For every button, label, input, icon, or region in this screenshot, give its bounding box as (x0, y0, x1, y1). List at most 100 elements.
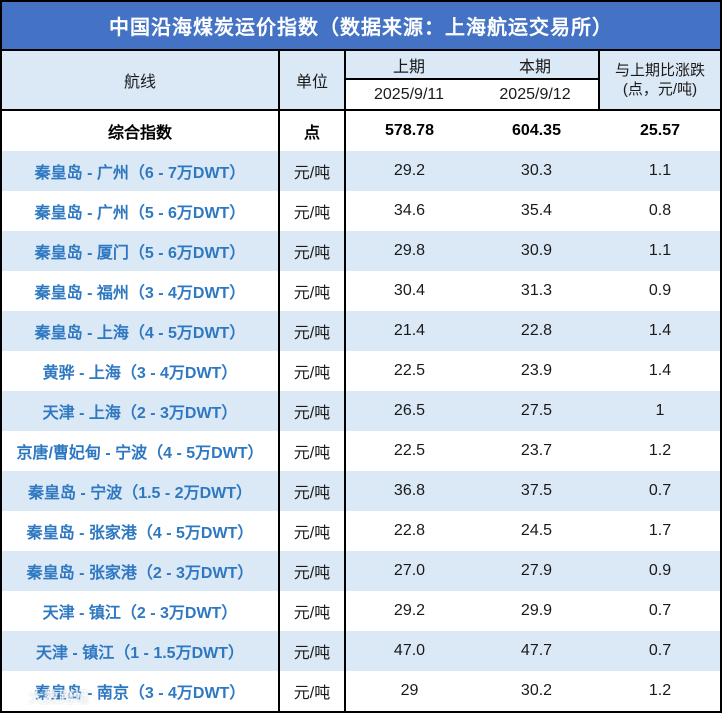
route-cell: 天津 - 上海（2 - 3万DWT） (2, 391, 280, 431)
table-row: 秦皇岛 - 宁波（1.5 - 2万DWT） 元/吨 36.8 37.5 0.7 (2, 471, 720, 511)
header-route: 航线 (2, 51, 280, 109)
route-cell: 秦皇岛 - 广州（5 - 6万DWT） (2, 191, 280, 231)
curr-value-cell: 23.9 (520, 362, 553, 379)
curr-value-cell: 27.9 (520, 562, 553, 579)
header-unit: 单位 (280, 51, 346, 109)
prev-value-cell: 29 (400, 682, 419, 699)
unit-cell: 元/吨 (280, 431, 346, 471)
curr-value-cell: 22.8 (520, 322, 553, 339)
unit-cell: 元/吨 (280, 591, 346, 631)
table-row: 秦皇岛 - 张家港（4 - 5万DWT） 元/吨 22.8 24.5 1.7 (2, 511, 720, 551)
table-row: 秦皇岛 - 上海（4 - 5万DWT） 元/吨 21.4 22.8 1.4 (2, 311, 720, 351)
table-header: 航线 单位 上期 本期 2025/9/11 2025/9/12 与上期比涨跌 (… (2, 51, 720, 111)
table-row: 秦皇岛 - 广州（6 - 7万DWT） 元/吨 29.2 30.3 1.1 (2, 151, 720, 191)
curr-value-cell: 27.5 (520, 402, 553, 419)
prev-value-cell: 36.8 (393, 482, 426, 499)
change-value-cell: 1.1 (648, 242, 672, 259)
route-cell: 秦皇岛 - 厦门（5 - 6万DWT） (2, 231, 280, 271)
curr-value-cell: 24.5 (520, 522, 553, 539)
header-change-line2: (点，元/吨) (622, 81, 698, 98)
curr-value-cell: 35.4 (520, 202, 553, 219)
header-period-group: 上期 本期 2025/9/11 2025/9/12 (346, 51, 600, 109)
prev-value-cell: 22.5 (393, 362, 426, 379)
table-row: 秦皇岛 - 南京（3 - 4万DWT） 元/吨 29 30.2 1.2 (2, 671, 720, 711)
unit-cell: 元/吨 (280, 351, 346, 391)
change-value-cell: 1.2 (648, 682, 672, 699)
curr-value-cell: 30.3 (520, 162, 553, 179)
unit-cell: 元/吨 (280, 631, 346, 671)
unit-cell: 元/吨 (280, 551, 346, 591)
change-value-cell: 0.7 (648, 602, 672, 619)
prev-value-cell: 47.0 (393, 642, 426, 659)
curr-value-cell: 31.3 (520, 282, 553, 299)
change-value-cell: 1 (655, 402, 665, 419)
table-title-text: 中国沿海煤炭运价指数（数据来源：上海航运交易所） (109, 17, 613, 39)
table-row: 秦皇岛 - 厦门（5 - 6万DWT） 元/吨 29.8 30.9 1.1 (2, 231, 720, 271)
change-value-cell: 1.2 (648, 442, 672, 459)
table-row: 天津 - 上海（2 - 3万DWT） 元/吨 26.5 27.5 1 (2, 391, 720, 431)
route-cell: 秦皇岛 - 张家港（4 - 5万DWT） (2, 511, 280, 551)
curr-value-cell: 604.35 (512, 122, 561, 139)
header-prev-period: 上期 (392, 58, 425, 76)
change-value-cell: 0.7 (648, 642, 672, 659)
curr-value-cell: 30.2 (520, 682, 553, 699)
route-cell: 秦皇岛 - 福州（3 - 4万DWT） (2, 271, 280, 311)
table-body: 综合指数点 578.78 604.35 25.57 秦皇岛 - 广州（6 - 7万DWT… (2, 111, 720, 711)
unit-cell: 点 (280, 111, 346, 151)
header-change-line1: 与上期比涨跌 (614, 61, 705, 79)
unit-cell: 元/吨 (280, 391, 346, 431)
route-cell: 黄骅 - 上海（3 - 4万DWT） (2, 351, 280, 391)
table-row: 京唐/曹妃甸 - 宁波（4 - 5万DWT） 元/吨 22.5 23.7 1.2 (2, 431, 720, 471)
header-period-dates: 2025/9/11 2025/9/12 (346, 80, 598, 109)
change-value-cell: 25.57 (639, 122, 681, 139)
curr-value-cell: 47.7 (520, 642, 553, 659)
prev-value-cell: 22.5 (393, 442, 426, 459)
prev-value-cell: 26.5 (393, 402, 426, 419)
route-cell: 秦皇岛 - 宁波（1.5 - 2万DWT） (2, 471, 280, 511)
curr-value-cell: 30.9 (520, 242, 553, 259)
prev-value-cell: 30.4 (393, 282, 426, 299)
unit-cell: 元/吨 (280, 271, 346, 311)
change-value-cell: 1.4 (648, 322, 672, 339)
curr-value-cell: 23.7 (520, 442, 553, 459)
header-curr-period: 本期 (518, 58, 551, 76)
change-value-cell: 1.1 (648, 162, 672, 179)
change-value-cell: 1.4 (648, 362, 672, 379)
change-value-cell: 0.9 (648, 562, 672, 579)
prev-value-cell: 21.4 (393, 322, 426, 339)
unit-cell: 元/吨 (280, 231, 346, 271)
change-value-cell: 0.8 (648, 202, 672, 219)
unit-cell: 元/吨 (280, 471, 346, 511)
route-cell: 综合指数 (2, 111, 280, 151)
route-cell: 京唐/曹妃甸 - 宁波（4 - 5万DWT） (2, 431, 280, 471)
prev-value-cell: 578.78 (385, 122, 434, 139)
curr-value-cell: 37.5 (520, 482, 553, 499)
table-row: 秦皇岛 - 福州（3 - 4万DWT） 元/吨 30.4 31.3 0.9 (2, 271, 720, 311)
unit-cell: 元/吨 (280, 671, 346, 711)
table-row: 天津 - 镇江（1 - 1.5万DWT） 元/吨 47.0 47.7 0.7 (2, 631, 720, 671)
index-row: 综合指数点 578.78 604.35 25.57 (2, 111, 720, 151)
header-curr-date: 2025/9/12 (499, 85, 571, 103)
prev-value-cell: 29.2 (393, 602, 426, 619)
curr-value-cell: 29.9 (520, 602, 553, 619)
route-cell: 天津 - 镇江（2 - 3万DWT） (2, 591, 280, 631)
route-cell: 秦皇岛 - 南京（3 - 4万DWT） (2, 671, 280, 711)
prev-value-cell: 29.8 (393, 242, 426, 259)
prev-value-cell: 22.8 (393, 522, 426, 539)
header-prev-date: 2025/9/11 (374, 85, 444, 103)
prev-value-cell: 34.6 (393, 202, 426, 219)
table-row: 秦皇岛 - 广州（5 - 6万DWT） 元/吨 34.6 35.4 0.8 (2, 191, 720, 231)
change-value-cell: 0.7 (648, 482, 672, 499)
prev-value-cell: 27.0 (393, 562, 426, 579)
unit-cell: 元/吨 (280, 191, 346, 231)
change-value-cell: 0.9 (648, 282, 672, 299)
unit-cell: 元/吨 (280, 511, 346, 551)
header-change: 与上期比涨跌 (点，元/吨) (600, 51, 720, 109)
table-row: 秦皇岛 - 张家港（2 - 3万DWT） 元/吨 27.0 27.9 0.9 (2, 551, 720, 591)
unit-cell: 元/吨 (280, 311, 346, 351)
table-title: 中国沿海煤炭运价指数（数据来源：上海航运交易所） (2, 2, 720, 51)
change-value-cell: 1.7 (648, 522, 672, 539)
prev-value-cell: 29.2 (393, 162, 426, 179)
table-row: 天津 - 镇江（2 - 3万DWT） 元/吨 29.2 29.9 0.7 (2, 591, 720, 631)
